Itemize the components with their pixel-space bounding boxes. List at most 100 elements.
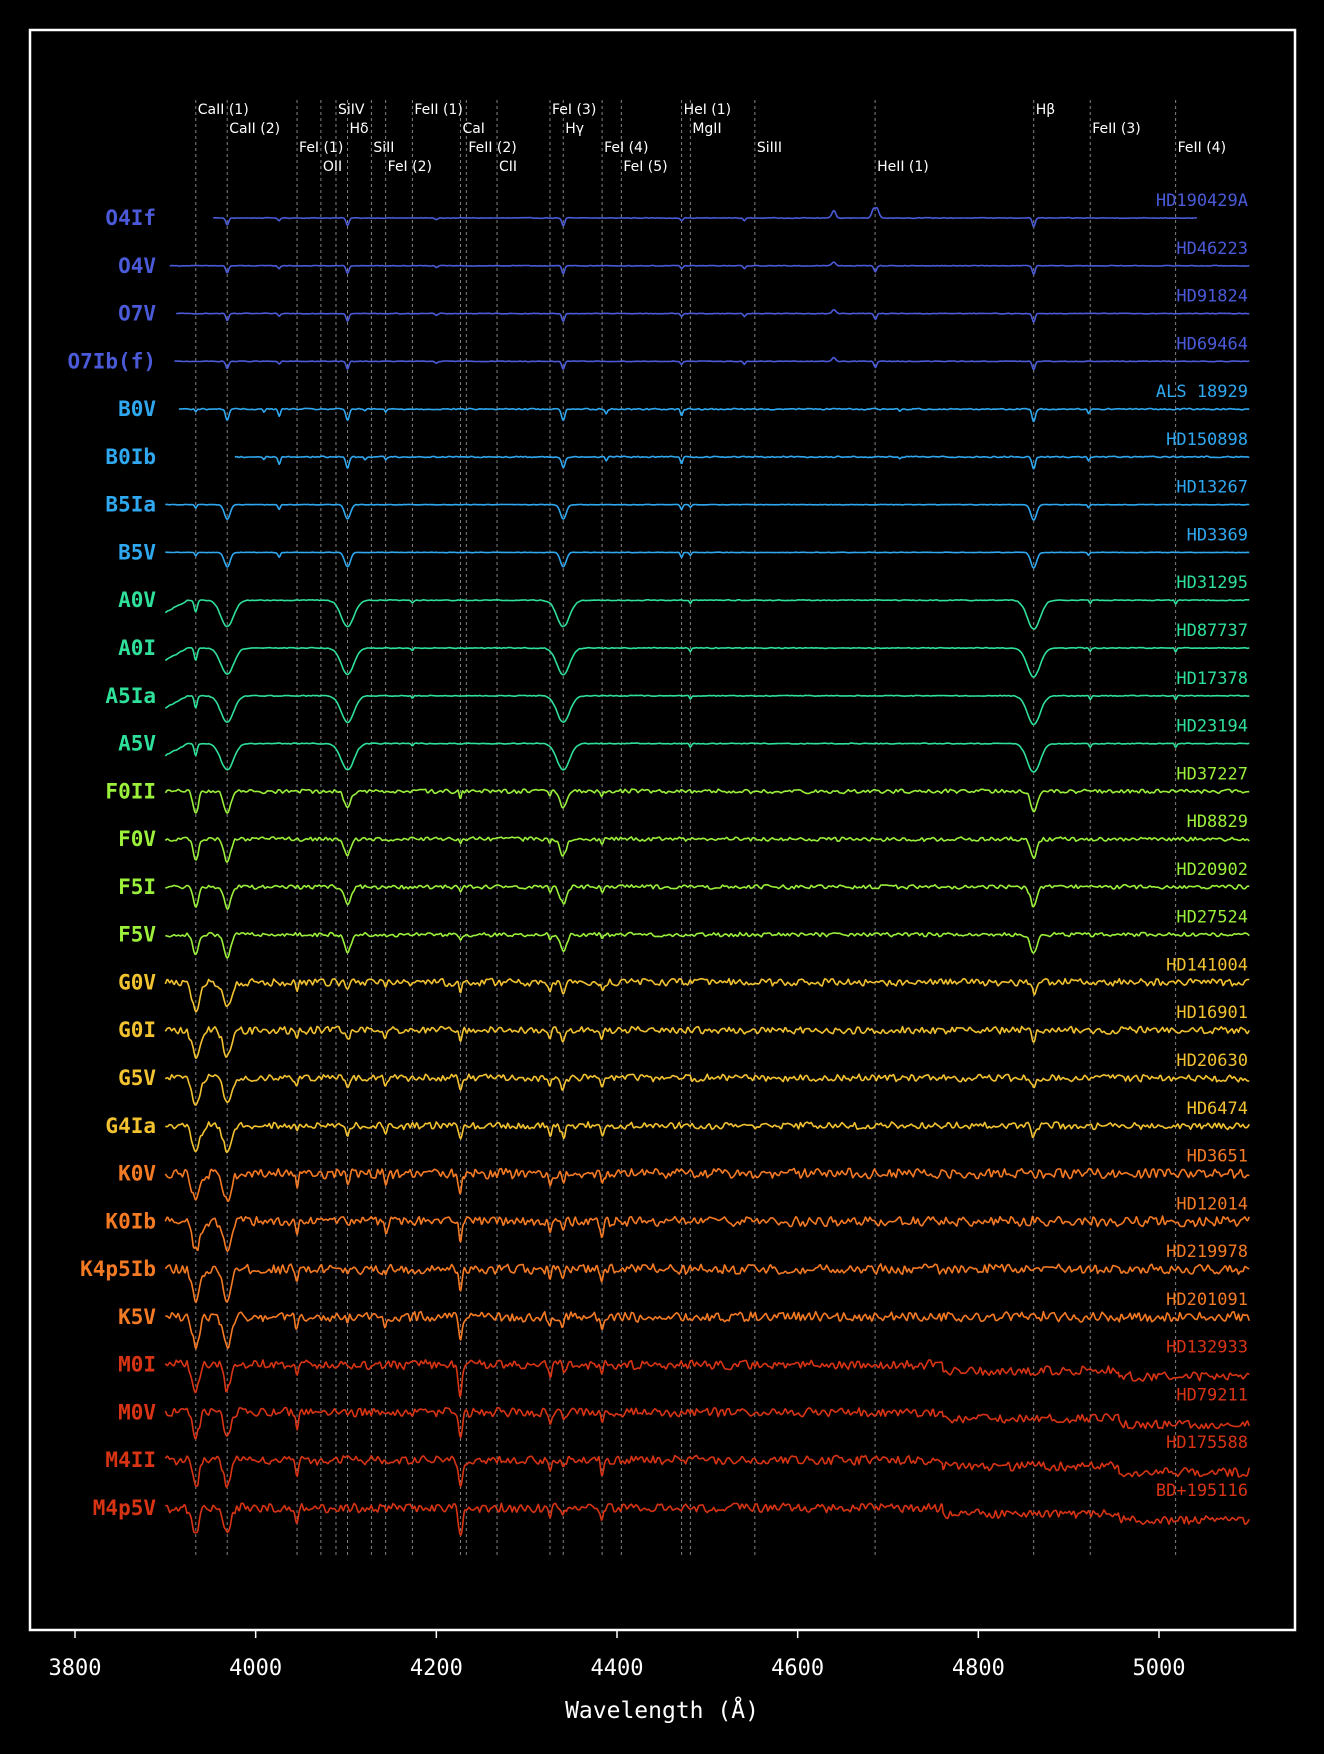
spectral-type-label: M0I [118,1353,156,1377]
x-tick-label: 4400 [591,1656,644,1681]
star-name-label: HD8829 [1187,812,1248,832]
spectrum-line [213,206,1197,228]
spectrum-line [164,742,1250,773]
spectrum-line [164,1359,1250,1398]
spectrum-line [164,1167,1250,1202]
spectral-type-label: A0V [118,588,156,612]
star-name-label: HD17378 [1176,669,1248,689]
star-name-label: HD12014 [1176,1194,1248,1214]
spectral-type-label: A5Ia [105,684,156,708]
x-tick-label: 4000 [229,1656,282,1681]
spectrum-line [164,1454,1251,1488]
line-label: OII [323,159,342,175]
spectral-type-label: F5I [118,875,156,899]
spectral-type-label: O4V [118,254,156,278]
star-name-label: HD87737 [1176,621,1248,641]
spectrum-line [169,261,1250,275]
star-name-label: HD150898 [1166,430,1248,450]
spectral-type-label: B0Ib [105,445,156,469]
spectral-type-label: F0V [118,827,156,851]
spectrum-line [164,1406,1251,1440]
star-name-label: HD3369 [1187,525,1248,545]
spectral-type-label: G0I [118,1018,156,1042]
x-tick-label: 4200 [410,1656,463,1681]
star-name-label: HD69464 [1176,334,1248,354]
spectrum-line [164,694,1250,726]
line-label: Hβ [1036,102,1055,118]
line-guides [195,100,1177,1558]
spectral-type-label: B5Ia [105,493,156,517]
line-label: SiIV [338,102,365,118]
spectrum-line [165,1121,1250,1154]
star-name-label: HD20630 [1176,1051,1248,1071]
star-name-label: HD141004 [1166,955,1248,975]
star-name-label: HD132933 [1166,1338,1248,1358]
spectrum-line [174,356,1250,371]
spectrum-line [176,308,1250,323]
spectrum-line [165,931,1250,959]
star-name-label: HD37227 [1176,764,1248,784]
star-name-label: HD23194 [1176,717,1248,737]
spectral-type-label: M4p5V [93,1496,157,1520]
spectrum-line [165,503,1250,521]
spectrum-line [164,1073,1250,1106]
line-label: CaII (2) [229,121,280,137]
spectrum-line [164,599,1250,630]
spectrum-line [165,884,1250,910]
spectral-type-label: G4Ia [105,1114,156,1138]
spectrum-line [165,551,1250,569]
spectrum-line [164,836,1250,863]
spectral-type-label: B0V [118,397,156,421]
line-label: FeI (4) [604,140,648,156]
spectral-type-label: O7V [118,302,156,326]
star-name-label: HD20902 [1176,860,1248,880]
spectral-type-label: K0Ib [105,1209,156,1233]
spectral-type-label: A0I [118,636,156,660]
star-name-label: HD201091 [1166,1290,1248,1310]
star-name-label: HD6474 [1187,1099,1248,1119]
spectral-type-label: F5V [118,923,156,947]
spectrum-line [164,788,1250,814]
line-label: FeII (2) [468,140,516,156]
line-label: FeI (3) [552,102,596,118]
spectrum-line [164,646,1250,678]
x-axis: 3800 4000 4200 4400 4600 4800 5000 [49,1630,1185,1681]
line-label: FeI (2) [388,159,432,175]
spectrum-line [164,1025,1250,1060]
line-label: HeI (1) [684,102,732,118]
line-label: FeII (4) [1178,140,1226,156]
spectral-type-label: G0V [118,970,156,994]
spectrum-line [164,1263,1250,1304]
plot-frame [28,28,1297,1632]
line-label: CII [499,159,517,175]
line-label: FeI (1) [299,140,343,156]
spectral-type-label: B5V [118,540,156,564]
line-label: SiII [373,140,394,156]
x-tick-label: 4800 [952,1656,1005,1681]
spectra: O4If HD190429A O4V HD46223 O7V HD91824 O7Ib(f)… [67,191,1251,1537]
spectral-type-label: O4If [105,206,156,230]
spectral-type-label: M0V [118,1400,156,1424]
x-tick-label: 4600 [771,1656,824,1681]
spectrum-line [165,1502,1250,1537]
star-name-label: HD219978 [1166,1242,1248,1262]
line-label: Hγ [565,121,584,137]
star-name-label: HD175588 [1166,1433,1248,1453]
line-label: Hδ [350,121,369,137]
spectral-type-label: F0II [105,779,156,803]
spectrum-line [164,977,1250,1013]
spectral-type-label: K4p5Ib [80,1257,156,1281]
star-name-label: HD91824 [1176,287,1248,307]
spectral-type-label: G5V [118,1066,156,1090]
spectrum-line [178,407,1250,423]
star-name-label: HD27524 [1176,908,1248,928]
star-name-label: HD79211 [1176,1385,1248,1405]
line-label: HeII (1) [877,159,929,175]
star-name-label: HD31295 [1176,573,1248,593]
line-label: CaII (1) [198,102,249,118]
x-axis-label: Wavelength (Å) [565,1696,759,1724]
spectral-type-label: K5V [118,1305,156,1329]
line-label: FeI (5) [623,159,667,175]
star-name-label: HD3651 [1187,1147,1248,1167]
